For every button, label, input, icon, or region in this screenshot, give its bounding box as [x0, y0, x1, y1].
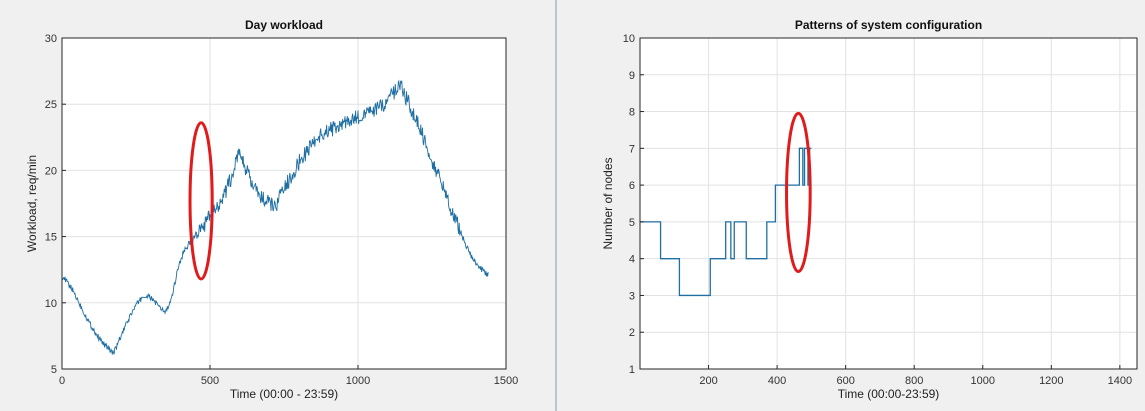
axes-box: [61, 37, 507, 370]
right-chart-panel: 200 400 600 800 1000 1200 1400 1 2 3 4 5 6 7 8 9 10 Patte…: [557, 0, 1145, 411]
panel-divider: [555, 0, 557, 411]
axes-box: [639, 37, 1138, 370]
x-tick-label: 600: [836, 375, 854, 387]
x-tick-label: 1000: [971, 375, 995, 387]
y-tick-label: 10: [45, 298, 57, 310]
left-chart-panel: 0 500 1000 1500 5 10 15 20 25 30 Day workload Time …: [0, 0, 555, 411]
chart-title: Day workload: [245, 18, 323, 32]
x-tick-label: 400: [768, 375, 786, 387]
x-tick-label: 1400: [1108, 375, 1132, 387]
day-workload-chart: 0 500 1000 1500 5 10 15 20 25 30 Day workload Time …: [25, 18, 518, 401]
y-tick-label: 5: [51, 364, 57, 376]
chart-title: Patterns of system configuration: [795, 18, 982, 32]
y-tick-label: 10: [623, 33, 635, 45]
annotation-ellipse: [188, 121, 214, 281]
series-line-0: [640, 147, 812, 297]
x-tick-label: 500: [201, 375, 219, 387]
y-axis-label: Workload, req/min: [25, 155, 39, 252]
x-axis-label: Time (00:00-23:59): [838, 387, 940, 401]
plot-area: [62, 38, 506, 369]
series-line-0: [61, 79, 489, 355]
x-tick-label: 800: [905, 375, 923, 387]
y-tick-label: 30: [45, 33, 57, 45]
x-tick-label: 0: [59, 375, 65, 387]
y-tick-label: 5: [629, 217, 635, 229]
y-tick-label: 20: [45, 165, 57, 177]
annotation-ellipse: [785, 111, 812, 274]
y-tick-label: 8: [629, 107, 635, 119]
x-tick-label: 1500: [494, 375, 518, 387]
y-tick-label: 7: [629, 143, 635, 155]
y-tick-label: 6: [629, 180, 635, 192]
x-tick-label: 1000: [346, 375, 370, 387]
y-tick-label: 1: [629, 364, 635, 376]
y-tick-label: 3: [629, 290, 635, 302]
y-axis-label: Number of nodes: [601, 157, 615, 249]
y-tick-label: 25: [45, 99, 57, 111]
plot-area: [640, 38, 1137, 369]
system-configuration-chart: 200 400 600 800 1000 1200 1400 1 2 3 4 5 6 7 8 9 10 Patte…: [601, 18, 1138, 401]
x-tick-label: 1200: [1039, 375, 1063, 387]
x-axis-label: Time (00:00 - 23:59): [230, 387, 338, 401]
y-tick-label: 15: [45, 232, 57, 244]
y-tick-label: 9: [629, 70, 635, 82]
y-tick-label: 2: [629, 327, 635, 339]
y-tick-label: 4: [629, 254, 635, 266]
x-tick-label: 200: [699, 375, 717, 387]
